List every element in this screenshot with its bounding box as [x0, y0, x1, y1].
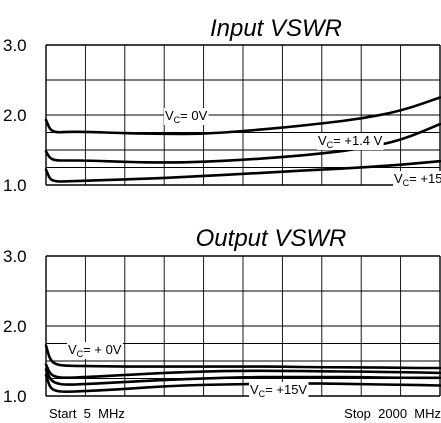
- x-stop-label: Stop 2000 MHz: [344, 406, 441, 421]
- output-vswr-title: Output VSWR: [196, 225, 347, 252]
- input-y-tick-label: 1.0: [3, 176, 27, 195]
- input-series-label-2: VC= +15 V: [394, 171, 441, 188]
- input-series-label-0: VC= 0V: [165, 108, 208, 125]
- input-series-line-2: [44, 159, 441, 183]
- input-series-label-bg-0: [164, 108, 209, 125]
- output-series-label-bg-1: [249, 382, 309, 399]
- input-vswr-title: Input VSWR: [210, 15, 342, 42]
- input-y-tick-label: 2.0: [3, 106, 27, 125]
- output-y-tick-label: 1.0: [3, 387, 27, 406]
- input-series-label-bg-2: [393, 171, 441, 188]
- input-series-line-1: [44, 122, 441, 164]
- output-series-label-bg-0: [67, 342, 123, 359]
- input-vswr-series: [44, 96, 441, 183]
- input-series-label-bg-1: [317, 133, 384, 150]
- output-series-line-1: [44, 363, 441, 379]
- input-vswr-y-ticks: 1.0 2.0 3.0: [3, 36, 27, 195]
- input-series-label-1: VC= +1.4 V: [318, 133, 383, 150]
- x-start-label: Start 5 MHz: [49, 406, 125, 421]
- output-series-line-0: [44, 344, 441, 370]
- output-vswr-series: [44, 344, 441, 393]
- output-vswr-chart: Output VSWR 1.0 2.0 3.0 VC= + 0V VC= +15V S…: [3, 225, 441, 421]
- input-series-line-0: [44, 96, 441, 136]
- output-vswr-y-ticks: 1.0 2.0 3.0: [3, 247, 27, 406]
- output-y-tick-label: 2.0: [3, 317, 27, 336]
- output-series-label-1: VC= +15V: [250, 382, 307, 399]
- input-y-tick-label: 3.0: [3, 36, 27, 55]
- output-y-tick-label: 3.0: [3, 247, 27, 266]
- output-series-label-0: VC= + 0V: [68, 342, 122, 359]
- output-series-line-3: [44, 373, 441, 393]
- output-series-line-2: [44, 368, 441, 386]
- input-vswr-annotations: VC= 0V VC= +1.4 V VC= +15 V: [164, 108, 441, 188]
- output-vswr-annotations: VC= + 0V VC= +15V: [67, 342, 309, 399]
